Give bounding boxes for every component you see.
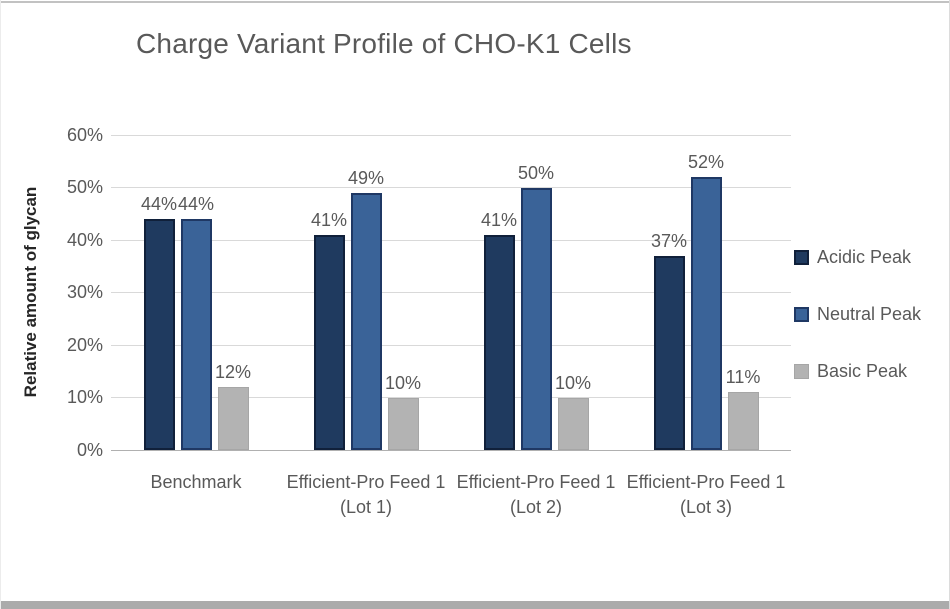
bar-acidic-peak (483, 234, 515, 450)
chart-title: Charge Variant Profile of CHO-K1 Cells (136, 28, 632, 59)
y-tick-label: 60% (66, 124, 103, 145)
bar-acidic-peak (143, 219, 175, 450)
bar-value-label: 44% (140, 194, 178, 214)
x-axis-label: Efficient-Pro Feed 1 (Lot 3) (626, 472, 786, 517)
bar-value-label: 10% (554, 372, 592, 393)
bar-value-label: 50% (517, 162, 555, 183)
plot-area: 0% 10% 20% 30% 40% 50% 60% 44% 44% 12% Benchmark 41… (67, 125, 791, 517)
gridline (111, 187, 791, 188)
legend-swatch-basic-peak (794, 364, 809, 379)
bar-neutral-peak (690, 177, 722, 450)
legend-item-neutral-peak: Neutral Peak (794, 304, 921, 325)
bar-neutral-peak (180, 219, 212, 450)
gridline (111, 239, 791, 241)
legend-label: Neutral Peak (817, 304, 922, 324)
bar-value-label: 41% (480, 209, 518, 230)
bar-value-label: 44% (177, 194, 215, 214)
x-axis-label: Benchmark (150, 472, 242, 492)
x-axis-label: Efficient-Pro Feed 1 (Lot 2) (456, 472, 616, 517)
y-tick-label: 20% (66, 334, 103, 355)
bottom-border-bar (1, 601, 949, 609)
bar-basic-peak (217, 387, 249, 450)
bar-value-label: 41% (310, 209, 348, 230)
bar-acidic-peak (313, 234, 345, 450)
bar-neutral-peak (350, 192, 382, 450)
legend-swatch-neutral-peak (794, 307, 809, 322)
bar-value-label: 11% (725, 367, 761, 388)
y-tick-label: 40% (66, 229, 103, 250)
bar-basic-peak (557, 397, 589, 450)
legend-label: Acidic Peak (817, 247, 912, 267)
legend-item-acidic-peak: Acidic Peak (794, 247, 921, 268)
x-axis-label: Efficient-Pro Feed 1 (Lot 1) (286, 472, 446, 517)
gridline (111, 344, 791, 346)
legend-label: Basic Peak (817, 361, 908, 381)
bar-value-label: 49% (347, 167, 385, 188)
bar-value-label: 12% (214, 362, 252, 382)
legend-item-basic-peak: Basic Peak (794, 361, 921, 382)
gridline (111, 397, 791, 398)
y-tick-label: 30% (66, 282, 103, 302)
legend: Acidic Peak Neutral Peak Basic Peak (794, 247, 921, 382)
gridline (111, 292, 791, 293)
bar-value-label: 37% (650, 230, 688, 251)
bar-basic-peak (387, 397, 419, 450)
bar-value-label: 10% (384, 372, 422, 393)
y-tick-label: 0% (76, 439, 103, 460)
y-tick-label: 50% (66, 177, 103, 197)
x-axis-line (111, 450, 791, 451)
bar-neutral-peak (520, 187, 552, 450)
legend-swatch-acidic-peak (794, 250, 809, 265)
y-tick-label: 10% (66, 387, 103, 407)
y-axis-title: Relative amount of glycan (21, 186, 40, 398)
bar-acidic-peak (653, 255, 685, 450)
bar-value-label: 52% (687, 152, 725, 172)
gridline (111, 134, 791, 136)
top-border-line (1, 1, 949, 3)
bar-basic-peak (727, 392, 759, 450)
